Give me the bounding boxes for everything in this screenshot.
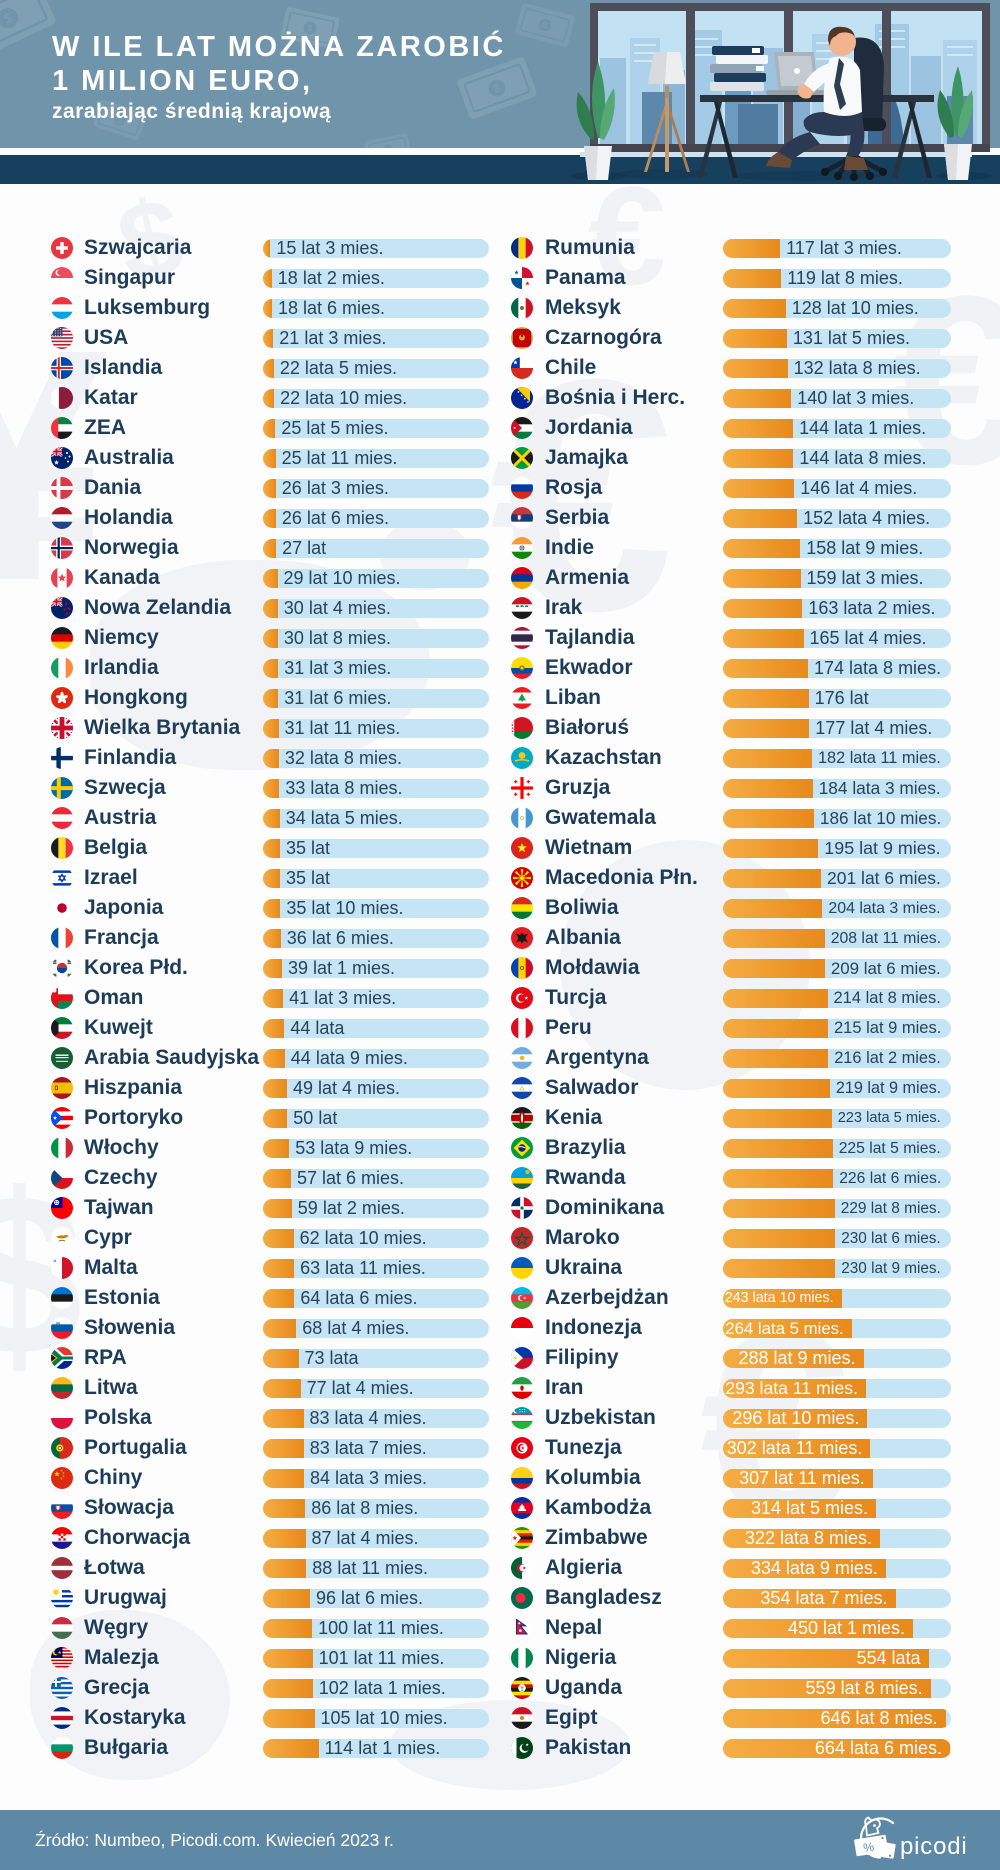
svg-text:$: $ xyxy=(307,23,314,34)
svg-text:$: $ xyxy=(385,146,391,148)
svg-text:picodi: picodi xyxy=(900,1833,968,1860)
svg-text:$: $ xyxy=(116,115,124,125)
svg-text:$: $ xyxy=(541,20,548,31)
svg-text:$: $ xyxy=(492,82,503,96)
svg-text:%: % xyxy=(862,1840,875,1856)
